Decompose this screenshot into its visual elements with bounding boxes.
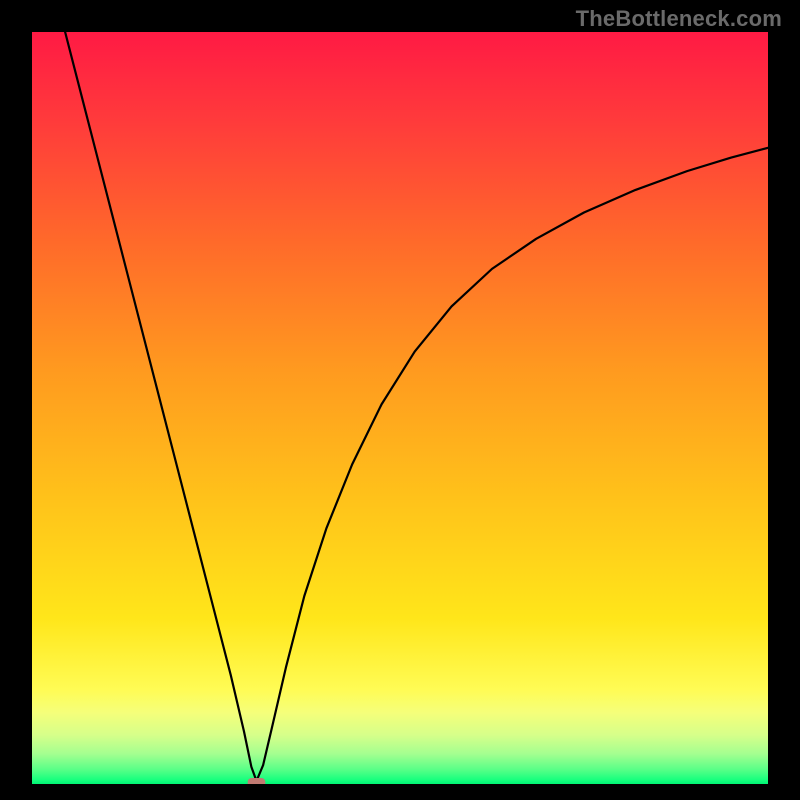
minimum-marker: [248, 778, 266, 784]
chart-container: TheBottleneck.com: [0, 0, 800, 800]
watermark-text: TheBottleneck.com: [576, 6, 782, 32]
gradient-background: [32, 32, 768, 784]
chart-svg: [32, 32, 768, 784]
plot-area: [32, 32, 768, 784]
